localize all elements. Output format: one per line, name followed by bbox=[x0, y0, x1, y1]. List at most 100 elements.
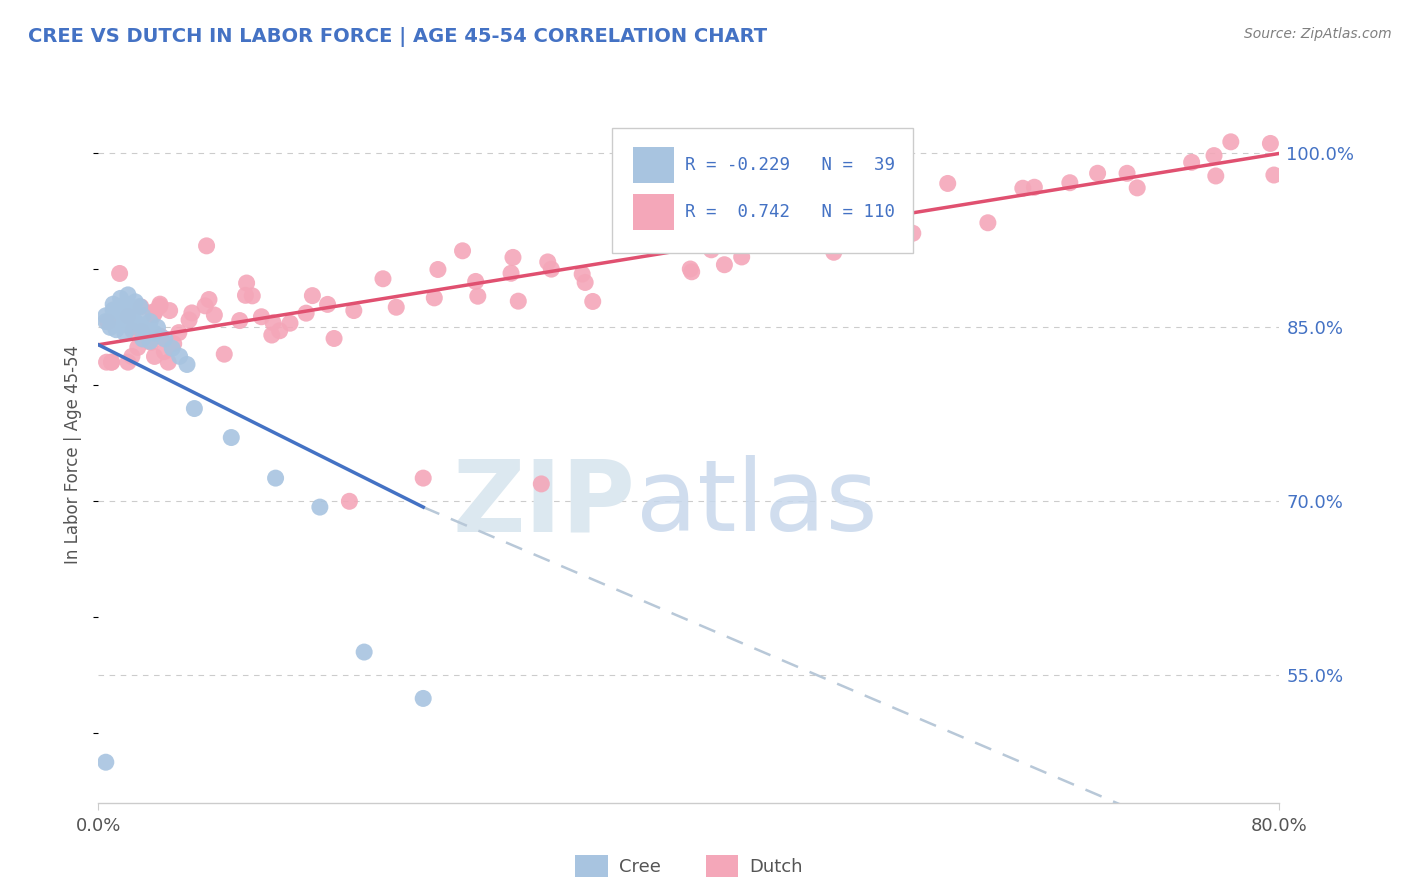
Point bbox=[163, 336, 186, 351]
Point bbox=[464, 275, 486, 289]
Point bbox=[153, 344, 176, 359]
Point bbox=[1059, 176, 1081, 190]
Point bbox=[157, 355, 180, 369]
Y-axis label: In Labor Force | Age 45-54: In Labor Force | Age 45-54 bbox=[65, 345, 83, 565]
Point bbox=[146, 320, 169, 334]
Point bbox=[117, 355, 139, 369]
Point bbox=[451, 244, 474, 258]
Point bbox=[870, 231, 893, 245]
Point bbox=[169, 350, 191, 364]
Point bbox=[124, 294, 146, 309]
Point bbox=[139, 335, 162, 350]
Point bbox=[278, 316, 301, 330]
Point bbox=[385, 300, 408, 314]
Point bbox=[264, 471, 287, 485]
Point bbox=[96, 355, 118, 369]
Point bbox=[901, 227, 924, 241]
Point bbox=[176, 358, 198, 372]
Point bbox=[537, 255, 560, 269]
Text: Source: ZipAtlas.com: Source: ZipAtlas.com bbox=[1244, 27, 1392, 41]
Point bbox=[260, 328, 283, 343]
Point bbox=[269, 324, 291, 338]
Point bbox=[508, 294, 530, 309]
Point bbox=[240, 289, 263, 303]
Point bbox=[198, 293, 221, 307]
Point bbox=[343, 303, 366, 318]
Point bbox=[167, 326, 190, 340]
Point bbox=[467, 289, 489, 303]
Point bbox=[143, 350, 166, 364]
Point bbox=[228, 313, 250, 327]
Point bbox=[499, 266, 522, 280]
Point bbox=[574, 276, 596, 290]
Point bbox=[235, 288, 257, 302]
Point bbox=[139, 315, 162, 329]
Point bbox=[97, 315, 120, 329]
Point bbox=[711, 235, 734, 250]
Point bbox=[1181, 155, 1204, 169]
Point bbox=[108, 267, 131, 281]
Point bbox=[117, 309, 139, 323]
Point bbox=[94, 309, 117, 323]
Point bbox=[114, 297, 136, 311]
Point bbox=[1263, 168, 1285, 182]
Point bbox=[530, 476, 553, 491]
Point bbox=[262, 316, 284, 330]
Point bbox=[339, 494, 360, 508]
Point bbox=[121, 324, 143, 338]
Point bbox=[1024, 180, 1046, 194]
Point bbox=[142, 308, 165, 322]
Point bbox=[149, 297, 172, 311]
Point bbox=[202, 308, 225, 322]
Point bbox=[131, 324, 153, 338]
Legend: Cree, Dutch: Cree, Dutch bbox=[568, 847, 810, 884]
Point bbox=[114, 311, 136, 326]
Point bbox=[100, 355, 122, 369]
Point bbox=[540, 262, 562, 277]
Point bbox=[135, 323, 157, 337]
Point bbox=[891, 182, 914, 196]
Point bbox=[177, 313, 200, 327]
Point bbox=[183, 401, 205, 416]
Point bbox=[149, 329, 172, 343]
Point bbox=[316, 297, 339, 311]
Point bbox=[700, 243, 723, 257]
Point bbox=[94, 315, 117, 329]
Point bbox=[94, 755, 117, 769]
Point bbox=[129, 300, 152, 314]
Point bbox=[761, 222, 783, 236]
Point bbox=[1202, 148, 1225, 162]
Point bbox=[153, 332, 176, 346]
Point bbox=[110, 306, 132, 320]
Point bbox=[98, 320, 121, 334]
Point bbox=[977, 216, 1000, 230]
Point bbox=[502, 251, 524, 265]
Point bbox=[423, 291, 446, 305]
Point bbox=[105, 315, 128, 329]
Point bbox=[1260, 136, 1282, 151]
Point bbox=[120, 320, 142, 334]
Point bbox=[162, 341, 183, 355]
Point bbox=[195, 239, 218, 253]
Point bbox=[371, 272, 394, 286]
Point bbox=[883, 194, 905, 209]
FancyBboxPatch shape bbox=[634, 146, 673, 183]
Point bbox=[412, 691, 434, 706]
Point bbox=[571, 267, 593, 281]
Text: R =  0.742   N = 110: R = 0.742 N = 110 bbox=[685, 203, 896, 221]
Point bbox=[127, 341, 149, 355]
Point bbox=[139, 334, 162, 349]
Point bbox=[323, 331, 346, 345]
Point bbox=[426, 262, 449, 277]
Point bbox=[103, 303, 125, 318]
Point bbox=[713, 258, 735, 272]
Point bbox=[685, 228, 707, 243]
Point bbox=[250, 310, 273, 324]
Point bbox=[194, 299, 217, 313]
FancyBboxPatch shape bbox=[634, 194, 673, 230]
Text: R = -0.229   N =  39: R = -0.229 N = 39 bbox=[685, 156, 896, 174]
Point bbox=[117, 288, 139, 302]
Point bbox=[180, 306, 202, 320]
Text: atlas: atlas bbox=[636, 455, 877, 552]
Point bbox=[295, 306, 318, 320]
